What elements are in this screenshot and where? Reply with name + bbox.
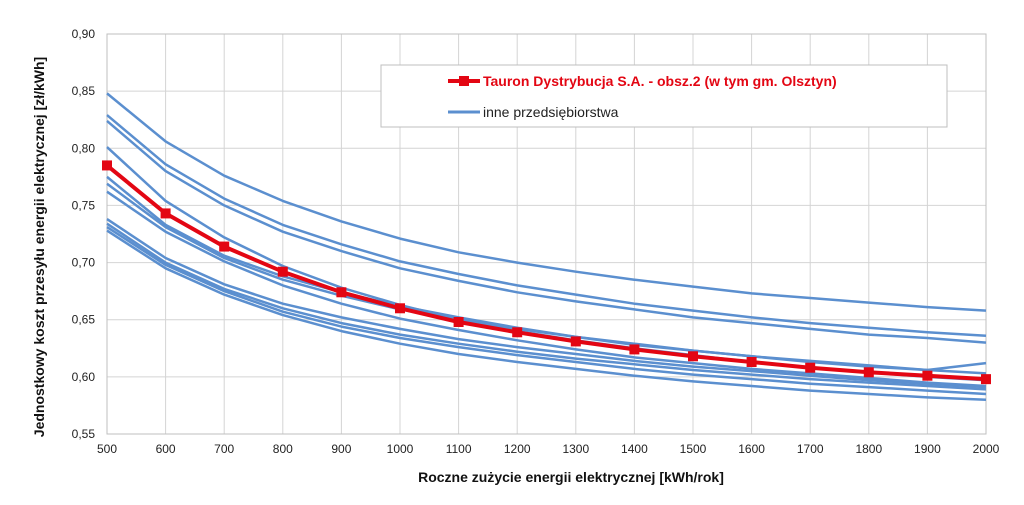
tauron-point-marker [805, 362, 816, 373]
y-axis-title: Jednostkowy koszt przesyłu energii elekt… [31, 57, 47, 437]
y-tick-label: 0,85 [72, 84, 96, 98]
tauron-point-marker [336, 287, 347, 298]
x-tick-label: 1800 [855, 442, 882, 456]
series-line-other-7 [106, 190, 987, 388]
x-tick-label: 1600 [738, 442, 765, 456]
tauron-point-marker [160, 208, 171, 219]
tauron-point-marker [453, 317, 464, 327]
series-line-other-2 [106, 114, 987, 337]
y-tick-label: 0,65 [72, 313, 96, 327]
tauron-point-marker [981, 374, 991, 385]
series-line-other-9 [106, 222, 987, 391]
y-tick-label: 0,75 [72, 198, 96, 212]
series-lines [102, 92, 991, 401]
plot-area-border [106, 33, 987, 435]
legend-marker-tauron [459, 76, 469, 86]
y-tick-label: 0,80 [72, 141, 96, 155]
tauron-point-marker [688, 351, 698, 362]
series-line-other-6 [106, 182, 987, 375]
legend-label-tauron: Tauron Dystrybucja S.A. - obsz.2 (w tym … [483, 73, 837, 89]
x-tick-label: 1500 [680, 442, 707, 456]
x-tick-label: 2000 [973, 442, 1000, 456]
axis-ticks: 500 600 700 800 900 1000 1100 1200 1300 1400 1500 1… [72, 27, 1000, 456]
tauron-point-marker [746, 357, 757, 367]
x-tick-label: 800 [273, 442, 293, 456]
tauron-point-marker [629, 344, 640, 355]
x-tick-label: 1200 [504, 442, 531, 456]
x-tick-label: 600 [156, 442, 176, 456]
x-tick-label: 700 [214, 442, 234, 456]
x-tick-label: 1400 [621, 442, 648, 456]
series-line-tauron [105, 163, 987, 382]
x-axis-title: Roczne zużycie energii elektrycznej [kWh… [418, 469, 724, 485]
x-tick-label: 1000 [387, 442, 414, 456]
x-tick-label: 1900 [914, 442, 941, 456]
legend-box [380, 64, 948, 128]
y-tick-label: 0,60 [72, 370, 96, 384]
x-tick-label: 500 [97, 442, 117, 456]
x-tick-label: 1300 [562, 442, 589, 456]
y-tick-label: 0,70 [72, 256, 96, 270]
tauron-point-marker [512, 327, 523, 338]
y-tick-label: 0,90 [72, 27, 96, 41]
series-line-other-3 [106, 119, 987, 344]
tauron-point-marker [219, 241, 230, 252]
x-tick-label: 1700 [797, 442, 824, 456]
legend-label-others: inne przedsiębiorstwa [483, 104, 619, 120]
series-line-other-10 [106, 226, 987, 396]
x-tick-label: 900 [331, 442, 351, 456]
tauron-point-marker [570, 336, 581, 347]
tauron-point-marker [102, 160, 112, 171]
tauron-point-marker [395, 303, 405, 314]
y-tick-label: 0,55 [72, 427, 96, 441]
legend: Tauron Dystrybucja S.A. - obsz.2 (w tym … [380, 64, 948, 128]
x-tick-label: 1100 [446, 442, 472, 456]
tauron-point-marker [277, 266, 288, 277]
series-line-other-8 [106, 218, 987, 389]
series-line-other-11 [106, 229, 987, 401]
tauron-point-marker [863, 367, 874, 378]
series-line-other-1 [106, 92, 987, 312]
tauron-point-marker [922, 370, 933, 381]
